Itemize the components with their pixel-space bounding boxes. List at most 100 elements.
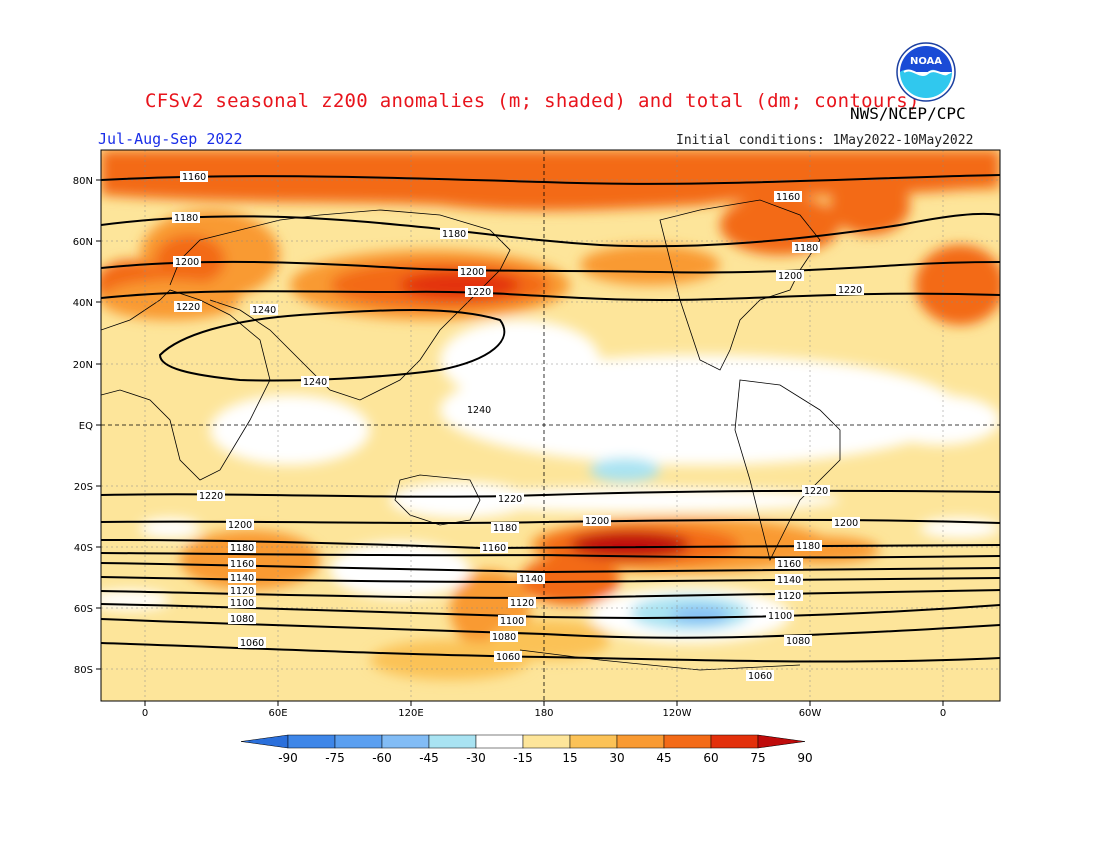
contour-label: 1220: [496, 493, 524, 505]
svg-text:1180: 1180: [442, 229, 466, 240]
lat-tick-label: EQ: [79, 421, 93, 432]
svg-text:1080: 1080: [786, 636, 810, 647]
svg-text:1080: 1080: [492, 632, 516, 643]
colorbar-label: 30: [609, 751, 624, 765]
lon-tick-label: 180: [534, 708, 553, 719]
contour-label: 1220: [197, 490, 225, 502]
contour-label: 1240: [465, 404, 493, 416]
svg-text:1140: 1140: [519, 574, 543, 585]
initial-conditions: Initial conditions: 1May2022-10May2022: [676, 133, 974, 148]
colorbar-swatch: [475, 734, 524, 749]
colorbar-label: -45: [419, 751, 439, 765]
contour-label: 1160: [775, 558, 803, 570]
contour-label: 1180: [792, 242, 820, 254]
colorbar-label: 75: [750, 751, 765, 765]
svg-text:1220: 1220: [804, 486, 828, 497]
forecast-period: Jul-Aug-Sep 2022: [98, 130, 243, 148]
lat-tick-label: 60N: [73, 237, 93, 248]
contour-label: 1160: [228, 558, 256, 570]
contour-label: 1120: [228, 585, 256, 597]
contour-label: 1220: [465, 286, 493, 298]
contour-label: 1180: [794, 540, 822, 552]
colorbar-label: 90: [797, 751, 812, 765]
svg-text:1180: 1180: [796, 541, 820, 552]
colorbar-swatch: [663, 734, 712, 749]
colorbar-label: 60: [703, 751, 718, 765]
lon-tick-label: 120E: [398, 708, 423, 719]
contour-label: 1240: [301, 376, 329, 388]
svg-text:1200: 1200: [175, 257, 199, 268]
svg-text:1220: 1220: [498, 494, 522, 505]
svg-text:1100: 1100: [768, 611, 792, 622]
contour-label: 1080: [784, 635, 812, 647]
svg-text:1160: 1160: [182, 172, 206, 183]
contour-label: 1220: [802, 485, 830, 497]
svg-text:1060: 1060: [748, 671, 772, 682]
contour-label: 1200: [583, 515, 611, 527]
colorbar-label: -15: [513, 751, 533, 765]
contour-label: 1140: [775, 574, 803, 586]
lat-tick-label: 40N: [73, 298, 93, 309]
lat-tick-label: 40S: [74, 543, 93, 554]
svg-text:1180: 1180: [794, 243, 818, 254]
colorbar-label: -75: [325, 751, 345, 765]
svg-text:1200: 1200: [460, 267, 484, 278]
colorbar-swatch: [428, 734, 477, 749]
colorbar-swatch: [287, 734, 336, 749]
svg-text:1180: 1180: [174, 213, 198, 224]
contour-label: 1160: [774, 191, 802, 203]
colorbar: -90 -75 -60 -45 -30 -15 15 30 45 60 75 90: [240, 734, 813, 765]
anomaly-shading: [101, 150, 1000, 701]
contour-label: 1060: [746, 670, 774, 682]
svg-text:1180: 1180: [493, 523, 517, 534]
colorbar-label: -60: [372, 751, 392, 765]
chart-title: CFSv2 seasonal z200 anomalies (m; shaded…: [145, 90, 920, 112]
noaa-logo-text: NOAA: [910, 56, 942, 67]
svg-text:1160: 1160: [776, 192, 800, 203]
longitude-axis: 0 60E 120E 180 120W 60W 0: [142, 701, 946, 719]
colorbar-label: -30: [466, 751, 486, 765]
svg-text:1140: 1140: [777, 575, 801, 586]
svg-text:1220: 1220: [838, 285, 862, 296]
reference-lines: [101, 150, 1000, 701]
contour-label: 1240: [250, 304, 278, 316]
svg-text:1200: 1200: [834, 518, 858, 529]
contour-label: 1140: [517, 573, 545, 585]
contour-label: 1120: [775, 590, 803, 602]
svg-text:1160: 1160: [482, 543, 506, 554]
contour-label: 1100: [766, 610, 794, 622]
colorbar-swatch: [569, 734, 618, 749]
svg-text:1220: 1220: [176, 302, 200, 313]
contour-label: 1140: [228, 572, 256, 584]
colorbar-swatch: [710, 734, 759, 749]
lat-tick-label: 60S: [74, 604, 93, 615]
lat-tick-label: 80N: [73, 176, 93, 187]
contour-label: 1100: [228, 597, 256, 609]
svg-text:1100: 1100: [230, 598, 254, 609]
svg-text:1120: 1120: [510, 598, 534, 609]
contour-label: 1200: [776, 270, 804, 282]
svg-text:1080: 1080: [230, 614, 254, 625]
contour-label: 1180: [440, 228, 468, 240]
svg-text:1060: 1060: [496, 652, 520, 663]
contour-label: 1220: [836, 284, 864, 296]
colorbar-swatch: [522, 734, 571, 749]
colorbar-left-arrow: [240, 734, 289, 749]
contour-labels: 1160 1180 1180 1200 1200 1220 1220 1240 …: [172, 171, 864, 682]
svg-text:1140: 1140: [230, 573, 254, 584]
graticule: [101, 150, 1000, 701]
colorbar-swatch: [616, 734, 665, 749]
contour-label: 1200: [832, 517, 860, 529]
contour-label: 1180: [491, 522, 519, 534]
colorbar-swatch: [334, 734, 383, 749]
contour-label: 1080: [490, 631, 518, 643]
lat-tick-label: 20S: [74, 482, 93, 493]
contour-label: 1180: [172, 212, 200, 224]
contour-label: 1160: [480, 542, 508, 554]
contour-label: 1100: [498, 615, 526, 627]
svg-text:1060: 1060: [240, 638, 264, 649]
colorbar-right-arrow: [757, 734, 806, 749]
svg-text:1120: 1120: [777, 591, 801, 602]
lon-tick-label: 0: [142, 708, 148, 719]
